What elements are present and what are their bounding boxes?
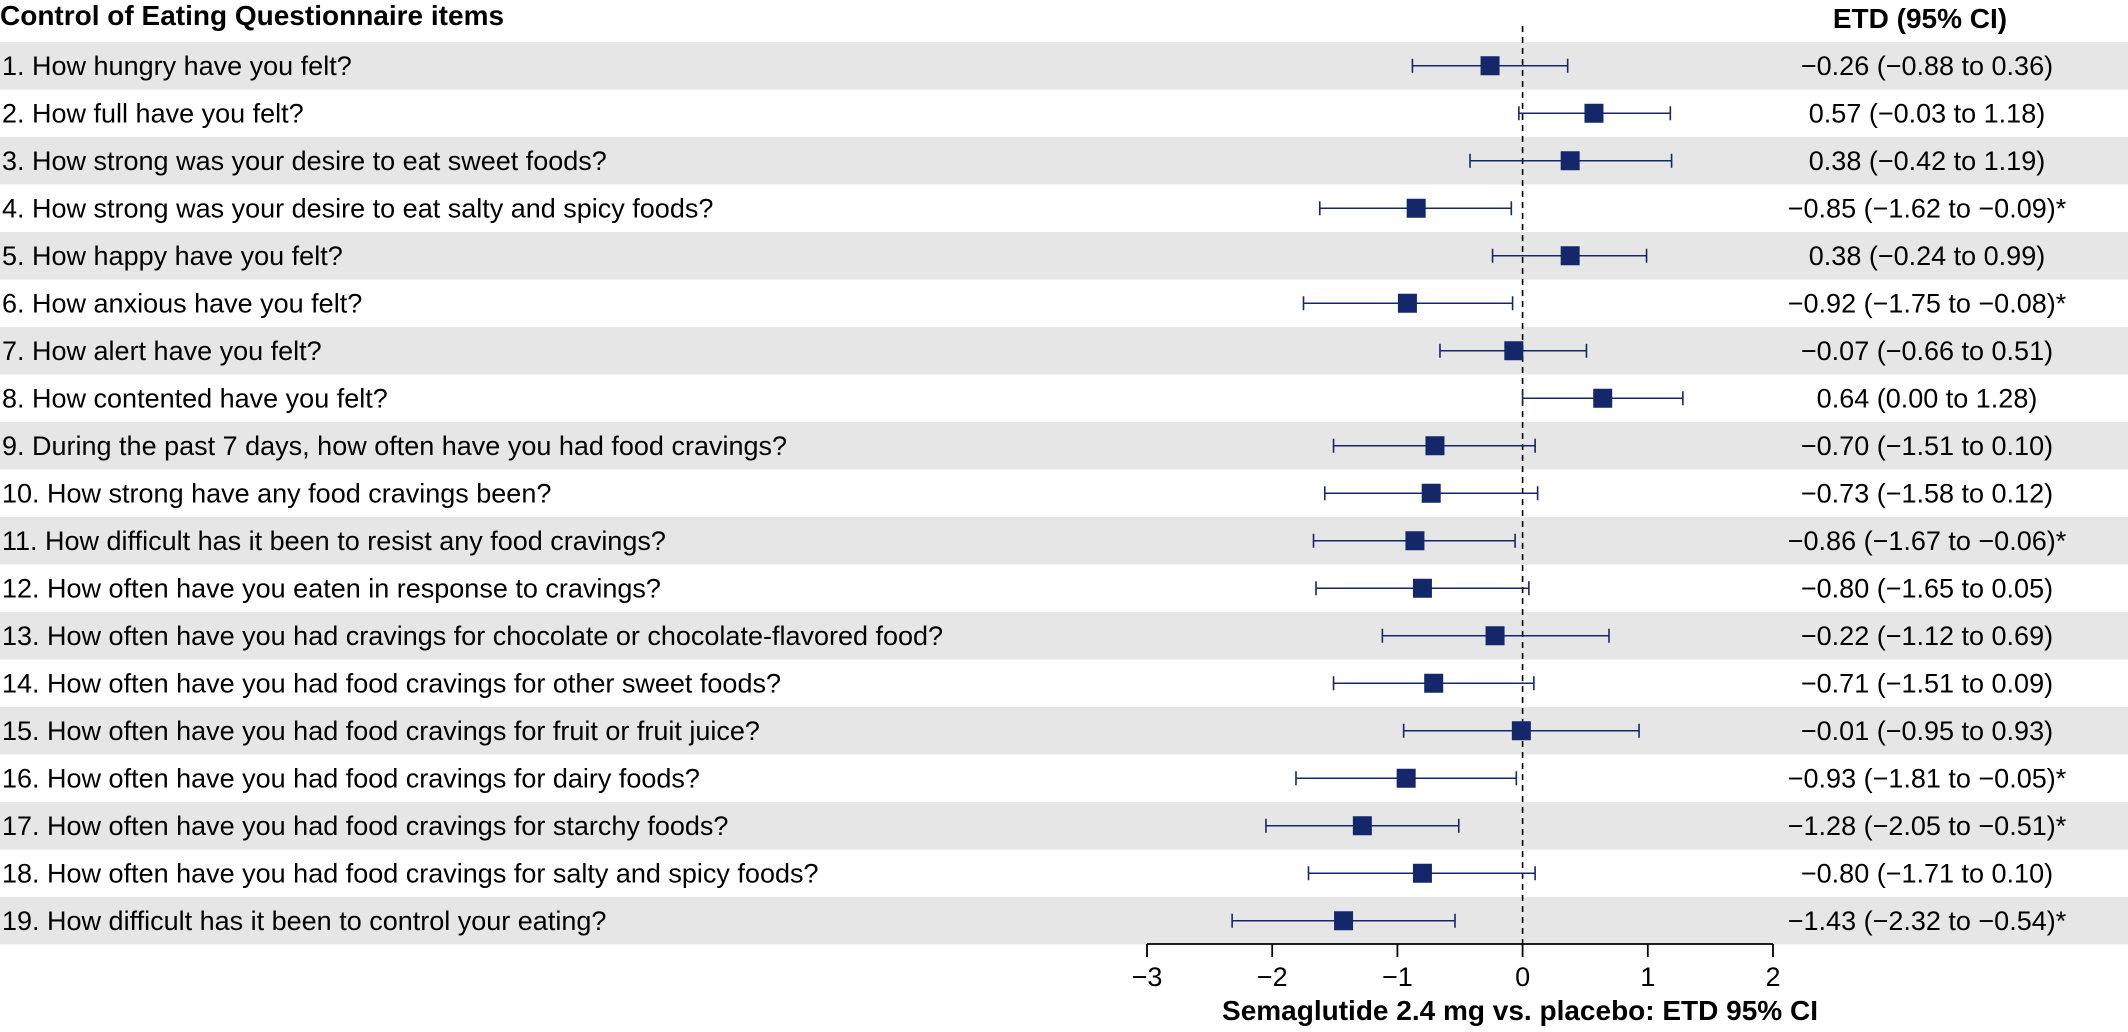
row-label: 15. How often have you had food cravings…	[2, 716, 760, 746]
x-tick-label: −3	[1132, 962, 1163, 992]
row-label: 5. How happy have you felt?	[2, 241, 343, 271]
row-label: 13. How often have you had cravings for …	[2, 621, 943, 651]
row-label: 17. How often have you had food cravings…	[2, 811, 728, 841]
etd-value: 0.38 (−0.42 to 1.19)	[1809, 146, 2045, 176]
row-label: 11. How difficult has it been to resist …	[2, 526, 666, 556]
row-label: 3. How strong was your desire to eat swe…	[2, 146, 607, 176]
row-label: 2. How full have you felt?	[2, 98, 304, 128]
row-label: 1. How hungry have you felt?	[2, 51, 352, 81]
estimate-marker	[1560, 246, 1580, 266]
row-label: 18. How often have you had food cravings…	[2, 858, 819, 888]
row-label: 16. How often have you had food cravings…	[2, 763, 700, 793]
etd-value: −0.93 (−1.81 to −0.05)*	[1788, 763, 2067, 793]
etd-value: −0.73 (−1.58 to 0.12)	[1801, 478, 2053, 508]
row-stripe	[0, 612, 2128, 660]
etd-value: −1.43 (−2.32 to −0.54)*	[1788, 906, 2067, 936]
row-stripe	[0, 137, 2128, 185]
etd-value: 0.64 (0.00 to 1.28)	[1817, 383, 2038, 413]
estimate-marker	[1424, 673, 1444, 693]
etd-value: −0.07 (−0.66 to 0.51)	[1801, 336, 2053, 366]
row-stripe	[0, 707, 2128, 755]
row-stripe	[0, 42, 2128, 90]
estimate-marker	[1421, 483, 1441, 503]
row-label: 12. How often have you eaten in response…	[2, 573, 661, 603]
row-label: 8. How contented have you felt?	[2, 383, 388, 413]
etd-value: −0.22 (−1.12 to 0.69)	[1801, 621, 2053, 651]
etd-value: −0.86 (−1.67 to −0.06)*	[1788, 526, 2067, 556]
row-stripe	[0, 897, 2128, 945]
x-tick-label: 1	[1640, 962, 1655, 992]
etd-value: −0.26 (−0.88 to 0.36)	[1801, 51, 2053, 81]
estimate-marker	[1560, 151, 1580, 171]
etd-value: 0.38 (−0.24 to 0.99)	[1809, 241, 2045, 271]
estimate-marker	[1584, 103, 1604, 123]
etd-value: −0.70 (−1.51 to 0.10)	[1801, 431, 2053, 461]
estimate-marker	[1352, 816, 1372, 836]
etd-value: −1.28 (−2.05 to −0.51)*	[1788, 811, 2067, 841]
estimate-marker	[1480, 56, 1500, 76]
estimate-marker	[1504, 341, 1524, 361]
row-stripes	[0, 42, 2128, 945]
etd-header: ETD (95% CI)	[1833, 3, 2007, 34]
row-label: 6. How anxious have you felt?	[2, 288, 362, 318]
estimate-marker	[1334, 911, 1354, 931]
estimate-marker	[1406, 198, 1426, 218]
row-label: 19. How difficult has it been to control…	[2, 906, 606, 936]
estimate-marker	[1412, 578, 1432, 598]
row-header: Control of Eating Questionnaire items	[0, 0, 504, 31]
row-label: 14. How often have you had food cravings…	[2, 668, 781, 698]
etd-value: −0.01 (−0.95 to 0.93)	[1801, 716, 2053, 746]
row-stripe	[0, 327, 2128, 375]
estimate-marker	[1396, 768, 1416, 788]
etd-values: −0.26 (−0.88 to 0.36) 0.57 (−0.03 to 1.18…	[1788, 51, 2067, 936]
row-label: 4. How strong was your desire to eat sal…	[2, 193, 713, 223]
estimate-marker	[1425, 436, 1445, 456]
estimate-marker	[1485, 626, 1505, 646]
x-axis: −3 −2 −1 0 1 2	[1132, 943, 1781, 992]
row-label: 10. How strong have any food cravings be…	[2, 478, 551, 508]
estimate-marker	[1511, 721, 1531, 741]
x-tick-label: −1	[1382, 962, 1413, 992]
x-tick-label: 2	[1765, 962, 1780, 992]
x-tick-label: 0	[1515, 962, 1530, 992]
row-labels: 1. How hungry have you felt? 2. How full …	[2, 51, 943, 936]
etd-value: −0.80 (−1.71 to 0.10)	[1801, 858, 2053, 888]
row-stripe	[0, 802, 2128, 850]
x-axis-title: Semaglutide 2.4 mg vs. placebo: ETD 95% …	[1222, 995, 1818, 1026]
etd-value: −0.92 (−1.75 to −0.08)*	[1788, 288, 2067, 318]
row-label: 7. How alert have you felt?	[2, 336, 322, 366]
estimate-marker	[1593, 388, 1613, 408]
etd-value: −0.71 (−1.51 to 0.09)	[1801, 668, 2053, 698]
estimate-marker	[1405, 531, 1425, 551]
x-tick-label: −2	[1257, 962, 1288, 992]
etd-value: −0.80 (−1.65 to 0.05)	[1801, 573, 2053, 603]
row-stripe	[0, 517, 2128, 565]
row-stripe	[0, 422, 2128, 470]
etd-value: −0.85 (−1.62 to −0.09)*	[1788, 193, 2067, 223]
estimate-marker	[1412, 863, 1432, 883]
estimate-marks	[1231, 56, 1684, 931]
estimate-marker	[1397, 293, 1417, 313]
row-label: 9. During the past 7 days, how often hav…	[2, 431, 787, 461]
etd-value: 0.57 (−0.03 to 1.18)	[1809, 98, 2045, 128]
row-stripe	[0, 232, 2128, 280]
